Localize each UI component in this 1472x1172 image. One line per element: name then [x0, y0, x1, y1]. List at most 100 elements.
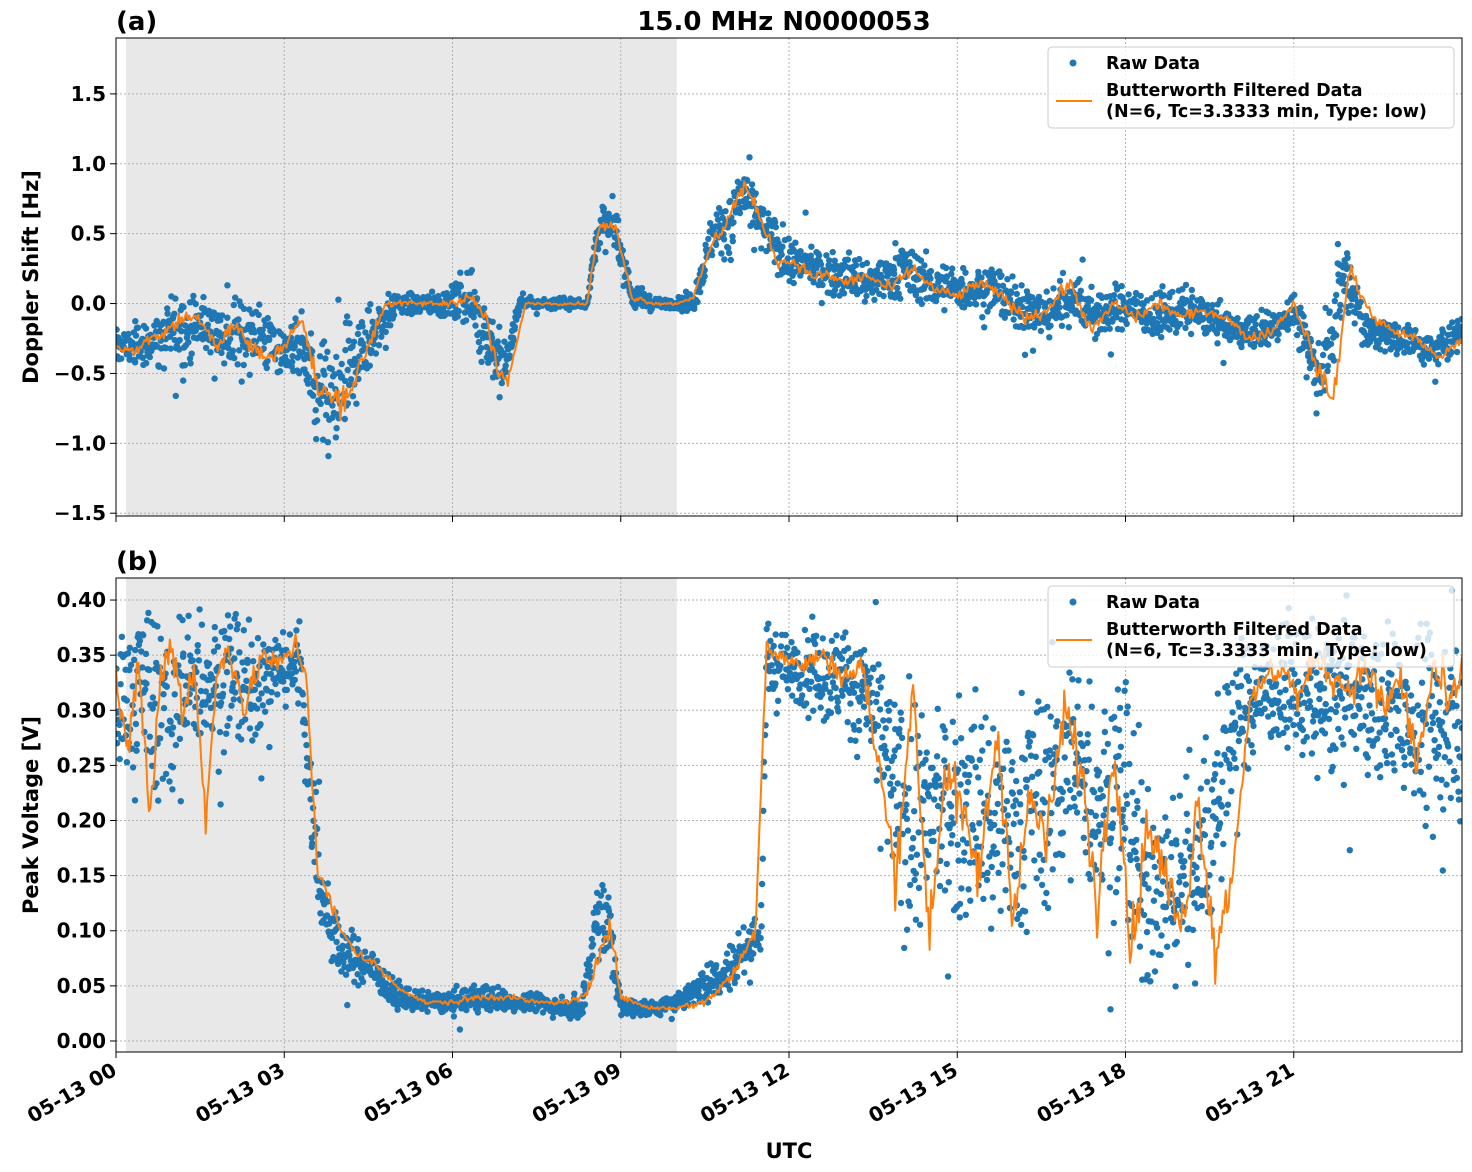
raw-data-point: [977, 789, 984, 796]
raw-data-point: [207, 704, 215, 712]
raw-data-point: [779, 243, 786, 250]
raw-data-point: [344, 366, 351, 374]
raw-data-point: [1114, 686, 1122, 693]
raw-data-point: [157, 635, 164, 642]
raw-data-point: [772, 223, 779, 231]
raw-data-point: [882, 747, 889, 755]
raw-data-point: [826, 689, 834, 696]
raw-data-point: [1014, 915, 1021, 923]
raw-data-point: [218, 312, 226, 319]
raw-data-point: [829, 679, 837, 686]
raw-data-point: [968, 757, 975, 764]
raw-data-point: [1122, 824, 1129, 832]
legend-raw-label: Raw Data: [1106, 54, 1200, 74]
raw-data-point: [1183, 810, 1191, 817]
raw-data-point: [1054, 718, 1061, 725]
raw-data-point: [911, 876, 918, 884]
raw-data-point: [1125, 291, 1132, 298]
raw-data-point: [1232, 764, 1240, 772]
raw-data-point: [510, 337, 517, 344]
raw-data-point: [929, 764, 936, 771]
raw-data-point: [184, 634, 191, 641]
raw-data-point: [146, 733, 153, 740]
raw-data-point: [116, 326, 120, 333]
raw-data-point: [1145, 885, 1152, 892]
raw-data-point: [188, 350, 195, 357]
raw-data-point: [1208, 839, 1215, 847]
raw-data-point: [132, 720, 140, 728]
raw-data-point: [767, 637, 774, 645]
raw-data-point: [123, 697, 130, 704]
raw-data-point: [1150, 315, 1157, 323]
raw-data-point: [473, 295, 481, 302]
raw-data-point: [293, 627, 300, 634]
raw-data-point: [280, 333, 287, 340]
raw-data-point: [668, 1015, 675, 1023]
raw-data-point: [302, 719, 310, 727]
raw-data-point: [747, 955, 755, 963]
raw-data-point: [1229, 679, 1236, 687]
raw-data-point: [596, 239, 604, 247]
raw-data-point: [955, 692, 963, 699]
raw-data-point: [1184, 827, 1192, 834]
raw-data-point: [246, 371, 253, 378]
raw-data-point: [230, 680, 237, 687]
raw-data-point: [1006, 904, 1014, 912]
raw-data-point: [1231, 755, 1238, 762]
raw-data-point: [936, 882, 944, 890]
raw-data-point: [983, 876, 991, 884]
raw-data-point: [766, 668, 773, 675]
raw-data-point: [395, 977, 403, 984]
raw-data-point: [149, 705, 156, 712]
chart-title: 15.0 MHz N0000053: [637, 7, 930, 37]
raw-data-point: [1420, 361, 1428, 368]
raw-data-point: [638, 285, 646, 292]
raw-data-point: [203, 721, 210, 728]
raw-data-point: [1127, 856, 1134, 863]
raw-data-point: [1330, 357, 1338, 364]
raw-data-point: [1237, 666, 1244, 673]
raw-data-point: [1068, 303, 1076, 310]
raw-data-point: [909, 844, 916, 852]
raw-data-point: [1149, 853, 1156, 861]
raw-data-point: [903, 926, 911, 933]
raw-data-point: [952, 739, 959, 746]
raw-data-point: [1059, 788, 1067, 796]
raw-data-point: [1043, 288, 1050, 295]
raw-data-point: [1216, 820, 1224, 827]
raw-data-point: [979, 314, 986, 321]
raw-data-point: [158, 722, 165, 729]
raw-data-point: [818, 299, 825, 307]
raw-data-point: [1076, 730, 1084, 738]
raw-data-point: [763, 625, 770, 633]
raw-data-point: [927, 275, 934, 282]
raw-data-point: [1088, 283, 1095, 290]
raw-data-point: [907, 854, 915, 861]
raw-data-point: [375, 342, 383, 349]
raw-data-point: [581, 1001, 589, 1008]
raw-data-point: [1312, 730, 1320, 737]
raw-data-point: [602, 248, 609, 256]
raw-data-point: [978, 723, 985, 730]
raw-data-point: [230, 696, 237, 703]
raw-data-point: [378, 333, 385, 340]
raw-data-point: [935, 775, 942, 782]
raw-data-point: [831, 286, 839, 294]
raw-data-point: [1236, 703, 1243, 710]
raw-data-point: [1218, 876, 1225, 883]
raw-data-point: [286, 631, 294, 638]
raw-data-point: [134, 324, 142, 331]
raw-data-point: [778, 251, 785, 258]
raw-data-point: [967, 897, 974, 904]
raw-data-point: [1013, 810, 1020, 818]
raw-data-point: [1322, 304, 1329, 312]
raw-data-point: [1160, 292, 1168, 299]
raw-data-point: [1118, 282, 1125, 290]
raw-data-point: [1162, 903, 1170, 911]
raw-data-point: [310, 392, 317, 399]
raw-data-point: [978, 274, 985, 281]
raw-data-point: [1342, 260, 1349, 268]
raw-data-point: [1082, 849, 1090, 856]
raw-data-point: [990, 843, 997, 850]
raw-data-point: [1232, 723, 1239, 730]
